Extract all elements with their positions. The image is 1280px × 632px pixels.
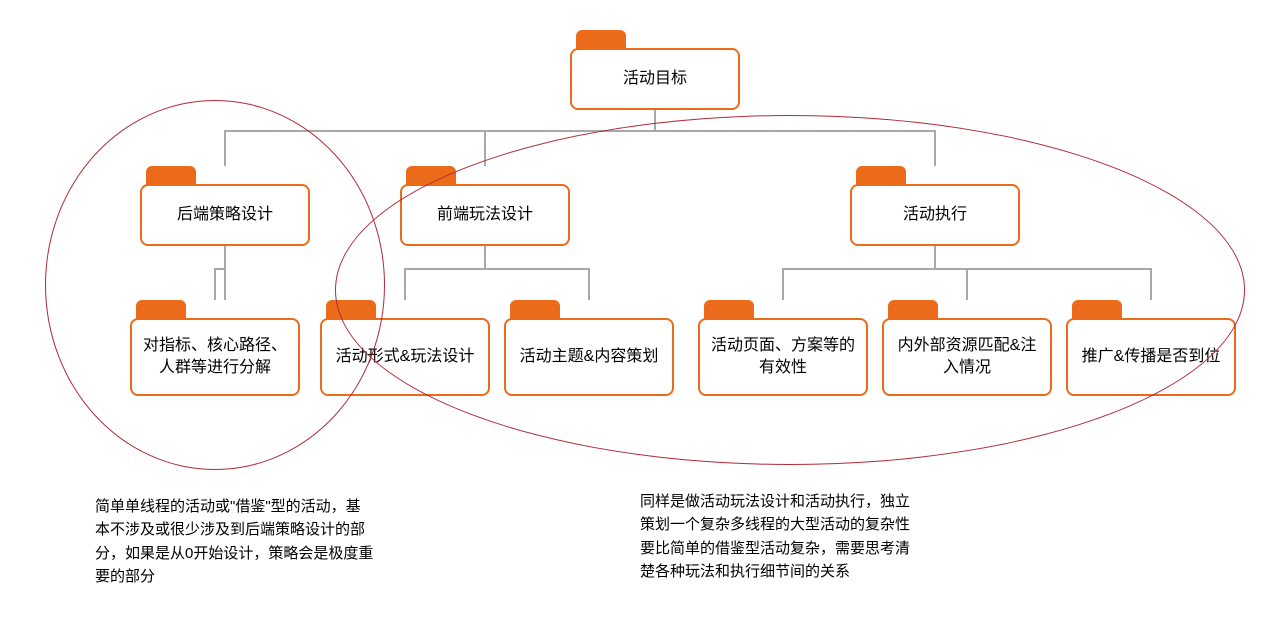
node-label: 内外部资源匹配&注入情况 [894,335,1040,380]
node-l2b: 活动形式&玩法设计 [320,318,490,396]
caption-left: 简单单线程的活动或"借鉴"型的活动，基本不涉及或很少涉及到后端策略设计的部分，如… [95,495,375,588]
connector [782,268,784,300]
connector [934,130,936,166]
connector [484,246,486,268]
connector [224,130,936,132]
caption-text: 同样是做活动玩法设计和活动执行，独立策划一个复杂多线程的大型活动的复杂性要比简单… [640,493,910,580]
node-label: 前端玩法设计 [437,204,533,226]
connector [966,268,968,300]
node-label: 活动目标 [623,68,687,90]
node-label: 活动主题&内容策划 [520,346,659,368]
node-l2a: 对指标、核心路径、人群等进行分解 [130,318,300,396]
connector [934,246,936,268]
node-label: 推广&传播是否到位 [1082,346,1221,368]
node-label: 活动页面、方案等的有效性 [710,335,856,380]
connector [404,268,406,300]
node-label: 活动执行 [903,204,967,226]
connector [224,130,226,166]
node-label: 活动形式&玩法设计 [336,346,475,368]
node-l1a: 后端策略设计 [140,184,310,246]
node-l2f: 推广&传播是否到位 [1066,318,1236,396]
connector [588,268,590,300]
node-root: 活动目标 [570,48,740,110]
caption-right: 同样是做活动玩法设计和活动执行，独立策划一个复杂多线程的大型活动的复杂性要比简单… [640,490,920,583]
connector [224,246,226,300]
connector [214,268,216,300]
node-l1c: 活动执行 [850,184,1020,246]
connector [404,268,590,270]
node-label: 对指标、核心路径、人群等进行分解 [142,335,288,380]
caption-text: 简单单线程的活动或"借鉴"型的活动，基本不涉及或很少涉及到后端策略设计的部分，如… [95,498,373,585]
node-l1b: 前端玩法设计 [400,184,570,246]
node-l2d: 活动页面、方案等的有效性 [698,318,868,396]
connector [654,110,656,130]
connector [484,130,486,166]
node-l2c: 活动主题&内容策划 [504,318,674,396]
node-l2e: 内外部资源匹配&注入情况 [882,318,1052,396]
node-label: 后端策略设计 [177,204,273,226]
ellipse-right [335,115,1245,465]
connector [1150,268,1152,300]
